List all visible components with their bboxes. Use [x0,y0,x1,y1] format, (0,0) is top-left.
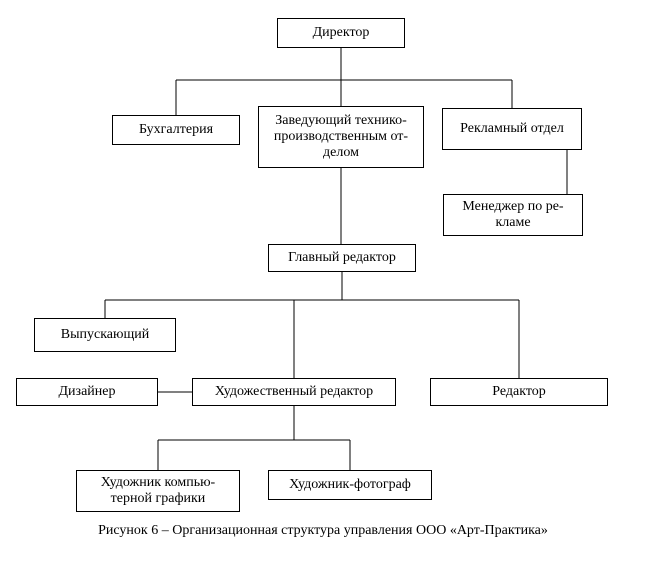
figure-caption: Рисунок 6 – Организационная структура уп… [0,522,646,540]
node-label: Художественный редактор [215,384,373,400]
node-label: Бухгалтерия [139,122,213,138]
node-director: Директор [277,18,405,48]
node-label: Заведующий технико-производственным от­д… [265,113,417,161]
node-chief-editor: Главный редактор [268,244,416,272]
node-label: Дизайнер [59,384,116,400]
node-label: Менеджер по ре­кламе [450,199,576,231]
node-designer: Дизайнер [16,378,158,406]
node-tech-head: Заведующий технико-производственным от­д… [258,106,424,168]
node-accounting: Бухгалтерия [112,115,240,145]
node-cg-artist: Художник компью­терной графики [76,470,240,512]
node-photo-artist: Художник-фотограф [268,470,432,500]
node-ad-manager: Менеджер по ре­кламе [443,194,583,236]
node-label: Директор [313,25,370,41]
node-ad-dept: Рекламный отдел [442,108,582,150]
node-label: Рекламный отдел [460,121,564,137]
node-label: Главный редактор [288,250,396,266]
node-label: Редактор [492,384,546,400]
org-chart-canvas: Директор Бухгалтерия Заведующий технико-… [0,0,646,586]
node-art-editor: Художественный редактор [192,378,396,406]
node-releasing: Выпускающий [34,318,176,352]
node-label: Художник-фотограф [289,477,411,493]
node-label: Художник компью­терной графики [83,475,233,507]
node-label: Выпускающий [61,327,149,343]
node-editor: Редактор [430,378,608,406]
